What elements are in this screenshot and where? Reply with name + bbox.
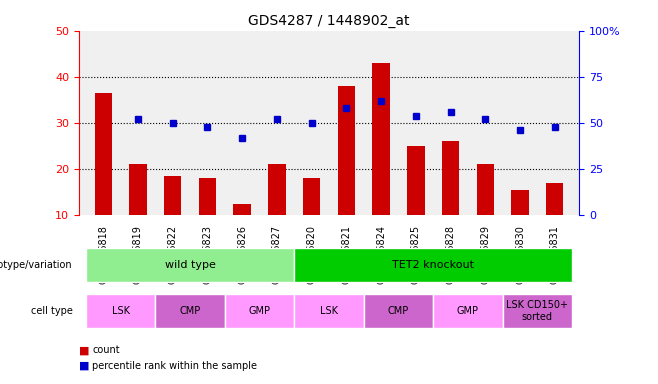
- Bar: [338, 86, 355, 215]
- FancyBboxPatch shape: [225, 294, 294, 328]
- Text: ■: ■: [79, 361, 89, 371]
- FancyBboxPatch shape: [294, 294, 364, 328]
- Bar: [268, 164, 286, 215]
- Bar: [372, 63, 390, 215]
- Text: ■: ■: [79, 345, 89, 355]
- Bar: [511, 190, 528, 215]
- Bar: [303, 178, 320, 215]
- Bar: [199, 178, 216, 215]
- Text: genotype/variation: genotype/variation: [0, 260, 72, 270]
- FancyBboxPatch shape: [86, 248, 294, 282]
- Bar: [164, 176, 182, 215]
- Text: LSK: LSK: [320, 306, 338, 316]
- Text: percentile rank within the sample: percentile rank within the sample: [92, 361, 257, 371]
- Bar: [130, 164, 147, 215]
- Text: cell type: cell type: [30, 306, 72, 316]
- Text: count: count: [92, 345, 120, 355]
- Bar: [234, 204, 251, 215]
- Title: GDS4287 / 1448902_at: GDS4287 / 1448902_at: [248, 14, 410, 28]
- FancyBboxPatch shape: [433, 294, 503, 328]
- FancyBboxPatch shape: [86, 294, 155, 328]
- Text: CMP: CMP: [388, 306, 409, 316]
- FancyBboxPatch shape: [155, 294, 225, 328]
- Bar: [546, 183, 563, 215]
- FancyBboxPatch shape: [503, 294, 572, 328]
- Text: CMP: CMP: [180, 306, 201, 316]
- FancyBboxPatch shape: [294, 248, 572, 282]
- Bar: [407, 146, 424, 215]
- Bar: [95, 93, 112, 215]
- Bar: [442, 141, 459, 215]
- Text: LSK: LSK: [112, 306, 130, 316]
- Text: wild type: wild type: [164, 260, 216, 270]
- Text: TET2 knockout: TET2 knockout: [392, 260, 474, 270]
- FancyBboxPatch shape: [364, 294, 433, 328]
- Text: GMP: GMP: [457, 306, 479, 316]
- Text: LSK CD150+
sorted: LSK CD150+ sorted: [507, 300, 569, 322]
- Bar: [476, 164, 494, 215]
- Text: GMP: GMP: [249, 306, 270, 316]
